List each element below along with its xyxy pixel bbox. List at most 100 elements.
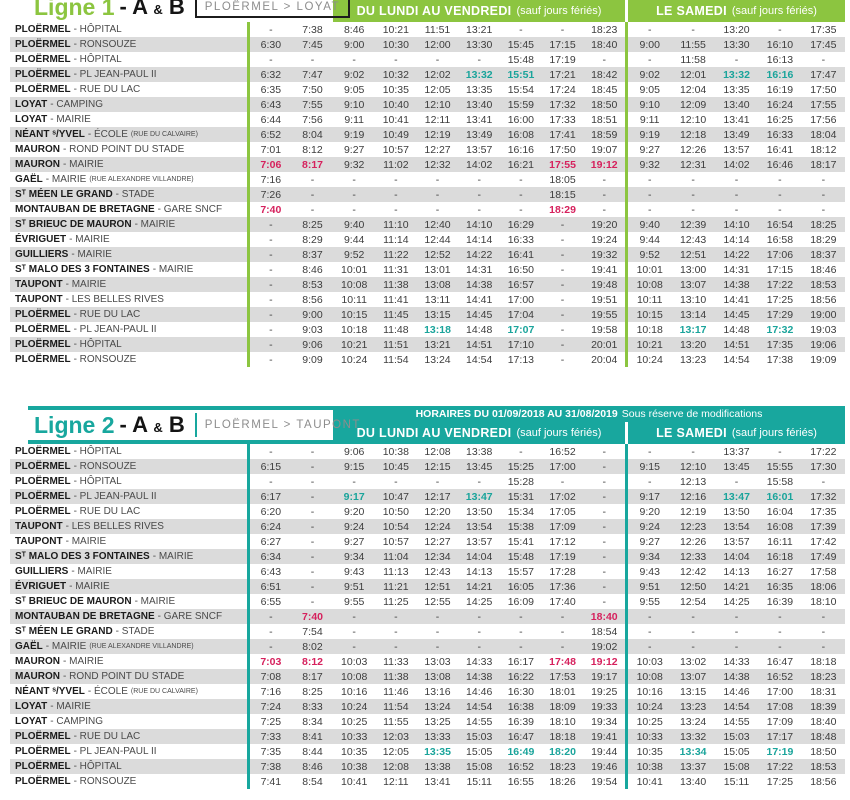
time-cell: 15:59 xyxy=(507,98,534,111)
time-cell: - xyxy=(519,610,523,623)
time-cell: - xyxy=(394,188,398,201)
time-cell: 10:21 xyxy=(341,338,368,351)
time-cell: 14:33 xyxy=(723,655,750,668)
saturday-header: LE SAMEDI (sauf jours fériés) xyxy=(628,0,845,22)
time-cell: 16:17 xyxy=(507,655,534,668)
time-cell: 8:46 xyxy=(343,23,365,36)
time-cell: 7:38 xyxy=(302,23,323,36)
time-cell: 16:13 xyxy=(766,53,794,66)
time-cell: 8:12 xyxy=(302,143,323,156)
weekday-times: - - - - - - 15:48 17:19 - xyxy=(247,52,625,67)
weekday-times: 7:16 - - - - - - 18:05 - xyxy=(247,172,625,187)
time-cell: 15:41 xyxy=(507,535,534,548)
time-cell: - xyxy=(647,23,652,36)
time-cell: 12:05 xyxy=(424,83,451,96)
time-cell: 12:11 xyxy=(383,775,409,788)
time-cell: 13:20 xyxy=(679,338,707,351)
time-cell: 16:22 xyxy=(507,670,534,683)
weekday-times: - - 9:06 10:38 12:08 13:38 - 16:52 - xyxy=(247,444,625,459)
time-cell: 13:50 xyxy=(723,505,750,518)
time-cell: 12:18 xyxy=(679,128,707,141)
saturday-times: 9:55 12:54 14:25 16:39 18:10 xyxy=(625,594,845,609)
time-cell: 12:42 xyxy=(679,565,707,578)
time-cell: 10:24 xyxy=(636,353,663,366)
time-cell: - xyxy=(778,173,782,186)
time-cell: 17:58 xyxy=(810,565,837,578)
time-cell: 16:09 xyxy=(507,595,534,608)
time-cell: 11:38 xyxy=(383,670,409,683)
time-cell: 13:16 xyxy=(424,685,451,698)
time-cell: 16:16 xyxy=(507,143,534,156)
time-cell: - xyxy=(602,173,606,186)
stop-name: TAUPONT - MAIRIE xyxy=(15,279,107,290)
time-cell: 7:40 xyxy=(260,203,282,216)
time-cell: 10:01 xyxy=(636,263,663,276)
time-cell: - xyxy=(778,445,782,458)
time-cell: - xyxy=(602,460,606,473)
time-cell: - xyxy=(435,625,440,638)
saturday-times: ----- xyxy=(625,609,845,624)
time-cell: 8:53 xyxy=(302,278,323,291)
time-cell: 9:27 xyxy=(343,143,365,156)
time-cell: 17:00 xyxy=(766,685,794,698)
time-cell: 13:35 xyxy=(466,83,493,96)
time-cell: 11:14 xyxy=(383,233,409,246)
table-row: Sᵀ MALO DES 3 FONTAINES - MAIRIE 6:34 - 9:34… xyxy=(10,549,845,564)
time-cell: 10:24 xyxy=(341,700,368,713)
time-cell: 19:58 xyxy=(591,323,618,336)
time-cell: 14:54 xyxy=(466,353,493,366)
stop-name: NÉANT ˢ/YVEL - ÉCOLE (RUE DU CALVAIRE) xyxy=(15,686,198,697)
time-cell: - xyxy=(352,173,356,186)
time-cell: 15:11 xyxy=(723,775,750,788)
time-cell: 18:37 xyxy=(810,248,837,261)
saturday-header-label: LE SAMEDI xyxy=(656,426,727,440)
time-cell: 10:21 xyxy=(382,23,409,36)
time-cell: 11:54 xyxy=(383,700,409,713)
time-cell: 17:25 xyxy=(766,293,794,306)
time-cell: - xyxy=(310,53,315,66)
time-cell: 13:35 xyxy=(424,745,451,758)
time-cell: 10:49 xyxy=(382,128,409,141)
time-cell: 17:00 xyxy=(507,293,534,306)
time-cell: 14:38 xyxy=(466,670,493,683)
saturday-times: 9:43 12:42 14:13 16:27 17:58 xyxy=(625,564,845,579)
time-cell: 9:00 xyxy=(343,38,365,51)
time-cell: 13:17 xyxy=(679,323,707,336)
time-cell: - xyxy=(560,278,565,291)
weekday-times: 6:34 - 9:34 11:04 12:34 14:04 15:48 17:19 - xyxy=(247,549,625,564)
time-cell: 17:04 xyxy=(507,308,534,321)
time-cell: 18:04 xyxy=(810,128,837,141)
stop-name: LOYAT - CAMPING xyxy=(15,99,104,110)
time-cell: 12:10 xyxy=(679,113,707,126)
table-row: TAUPONT - LES BELLES RIVES - 8:56 10:11 11:41… xyxy=(10,292,845,307)
time-cell: - xyxy=(269,218,273,231)
time-cell: - xyxy=(352,610,356,623)
time-cell: 19:03 xyxy=(810,323,837,336)
header-divider xyxy=(625,0,628,22)
weekday-times: - 9:06 10:21 11:51 13:21 14:51 17:10 - 20:01 xyxy=(247,337,625,352)
time-cell: 18:56 xyxy=(810,775,837,788)
saturday-times: 10:35 13:34 15:05 17:19 18:50 xyxy=(625,744,845,759)
time-cell: 18:01 xyxy=(549,685,576,698)
time-cell: 18:23 xyxy=(549,760,576,773)
time-cell: - xyxy=(734,625,739,638)
time-cell: 16:11 xyxy=(767,535,793,548)
time-cell: 13:25 xyxy=(424,715,451,728)
time-cell: 14:22 xyxy=(723,248,750,261)
time-cell: - xyxy=(734,610,739,623)
stop-name: GAËL - MAIRIE (RUE ALEXANDRE VILLANDRE) xyxy=(15,174,194,185)
time-cell: - xyxy=(519,23,523,36)
time-cell: 12:40 xyxy=(424,218,451,231)
time-cell: 7:01 xyxy=(260,143,282,156)
time-cell: 16:10 xyxy=(766,38,794,51)
time-cell: 13:02 xyxy=(679,655,707,668)
weekday-times: 6:35 7:50 9:05 10:35 12:05 13:35 15:54 17:24 18:… xyxy=(247,82,625,97)
time-cell: 18:29 xyxy=(549,203,576,216)
time-cell: 13:38 xyxy=(424,760,451,773)
time-cell: 13:35 xyxy=(723,83,750,96)
time-cell: 16:25 xyxy=(766,113,794,126)
time-cell: - xyxy=(269,23,273,36)
time-cell: 7:08 xyxy=(260,670,282,683)
saturday-times: 9:27 12:26 13:57 16:41 18:12 xyxy=(625,142,845,157)
table-row: Sᵀ BRIEUC DE MAURON - MAIRIE 6:55 - 9:55 11:2… xyxy=(10,594,845,609)
